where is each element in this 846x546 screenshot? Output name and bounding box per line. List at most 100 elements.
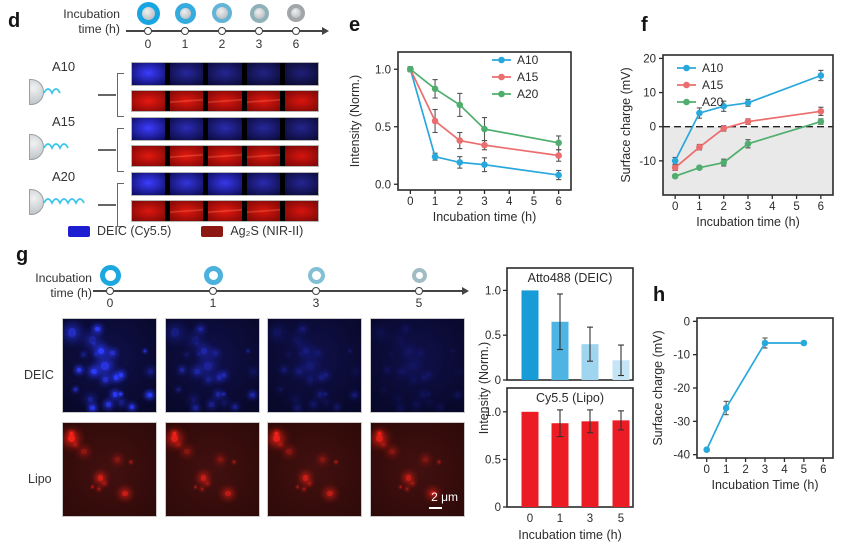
x-axis-label: Incubation time (h) [696, 215, 800, 229]
fluorescent-spot [225, 490, 231, 497]
fluorescent-spot [427, 392, 430, 395]
timeline-arrowhead [462, 286, 469, 295]
nanoparticle-icon [411, 267, 427, 283]
legend-label: Ag₂S (NIR-II) [230, 224, 304, 238]
x-tick-label: 2 [742, 464, 748, 476]
fluorescent-spot [403, 326, 408, 331]
connector-line [98, 149, 116, 151]
panel-d-letter: d [8, 10, 21, 32]
y-tick-label: -10 [639, 156, 656, 168]
x-tick-label: 3 [481, 196, 487, 208]
fluorescent-spot [300, 326, 305, 331]
data-point [431, 85, 439, 93]
strip-segment [284, 173, 318, 195]
strip-segment [246, 63, 280, 85]
fluorescent-spot [81, 449, 87, 455]
y-tick-label: -10 [673, 350, 690, 362]
strip-segment [132, 201, 166, 221]
nanoparticle-icon [287, 4, 305, 22]
timeline-arrowhead [322, 26, 329, 35]
fluorescent-spot [414, 402, 419, 407]
bar [551, 423, 569, 507]
fluorescent-spot [308, 482, 312, 486]
data-point [696, 143, 703, 151]
timeline-tick-label: 2 [218, 37, 226, 51]
deic-image-t2 [267, 318, 362, 413]
fluorescent-spot [176, 442, 181, 447]
ag2s-channel-strip [131, 90, 319, 112]
fluorescent-spot [398, 405, 403, 411]
x-axis-label: Incubation time (h) [518, 528, 622, 542]
fluorescent-spot [318, 392, 323, 397]
sample-label-a10: A10 [52, 59, 76, 74]
fluorescent-spot [292, 396, 299, 403]
timeline-tick-label: 5 [415, 296, 423, 310]
data-point [555, 152, 562, 159]
fluorescent-spot [97, 347, 105, 354]
fluorescent-spot [67, 434, 76, 443]
x-tick-label: 0 [527, 513, 533, 525]
x-tick-label: 0 [407, 196, 413, 208]
fluorescent-spot [129, 460, 132, 463]
fluorescent-spot [101, 362, 109, 370]
fluorescent-spot [184, 352, 188, 357]
fluorescent-spot [81, 352, 85, 357]
strip-segment [208, 91, 242, 111]
strip-segment [246, 173, 280, 195]
fluorescent-spot [110, 350, 115, 356]
fluorescent-spot [88, 336, 97, 344]
d-color-legend: DEIC (Cy5.5) Ag₂S (NIR-II) [68, 224, 303, 238]
x-tick-label: 5 [618, 513, 624, 525]
chart-bars-intensity: 0 0.5 1.0 Atto488 (DEIC) 0 0.5 1.0 Cy5.5 (Lipo)… [478, 267, 634, 542]
fluorescent-spot [146, 393, 151, 398]
fluorescent-spot [73, 442, 78, 447]
fluorescent-spot [348, 350, 352, 353]
series-line-single [705, 342, 804, 451]
fluorescent-spot [402, 352, 405, 356]
y-tick-label: -40 [673, 450, 690, 462]
y-tick-label: 0 [495, 375, 501, 387]
g-row-label-lipo: Lipo [28, 472, 52, 486]
ag2s-swatch [201, 225, 224, 237]
chart-e-intensity: 0 1 2 3 4 5 6 0.0 0.5 1.0 Incubation time (h) Inten… [348, 51, 572, 224]
fluorescent-spot [421, 375, 426, 380]
fluorescent-spot [455, 393, 460, 398]
negative-region-shade [663, 126, 833, 195]
fluorescent-spot [206, 482, 210, 486]
fluorescent-spot [299, 352, 302, 356]
fluorescent-spot [170, 434, 179, 443]
fluorescent-spot [177, 387, 181, 391]
x-tick-label: 3 [762, 464, 768, 476]
data-point [696, 164, 703, 171]
data-point [761, 339, 769, 347]
scale-bar-label: 2 μm [431, 490, 458, 504]
data-point [720, 102, 728, 110]
fluorescent-spot [198, 326, 203, 331]
fluorescent-spot [232, 460, 235, 463]
fluorescent-spot [438, 405, 443, 409]
fluorescent-spot [106, 402, 111, 407]
legend-marker [498, 56, 505, 64]
legend-item: DEIC (Cy5.5) [68, 224, 171, 238]
strip-segment [170, 146, 204, 166]
fluorescent-spot [411, 482, 415, 486]
fluorescent-spot [315, 350, 320, 356]
fluorescent-spot [418, 350, 423, 356]
fluorescent-spot [396, 336, 405, 344]
hemisphere-icon [29, 189, 44, 215]
x-tick-label: 2 [721, 201, 727, 213]
x-tick-label: 4 [506, 196, 513, 208]
x-tick-label: 5 [531, 196, 537, 208]
fluorescent-spot [302, 487, 306, 491]
timeline-tick-label: 0 [144, 37, 152, 51]
fluorescent-spot [422, 457, 428, 463]
fluorescent-spot [216, 392, 221, 397]
fluorescent-spot [206, 376, 211, 382]
ag2s-channel-strip [131, 200, 319, 222]
strip-segment [132, 91, 166, 111]
strip-segment [132, 173, 166, 195]
bar [612, 420, 630, 507]
deic-image-t0 [62, 318, 157, 413]
timeline-tick-label: 0 [106, 296, 114, 310]
timeline-tick-label: 3 [312, 296, 320, 310]
